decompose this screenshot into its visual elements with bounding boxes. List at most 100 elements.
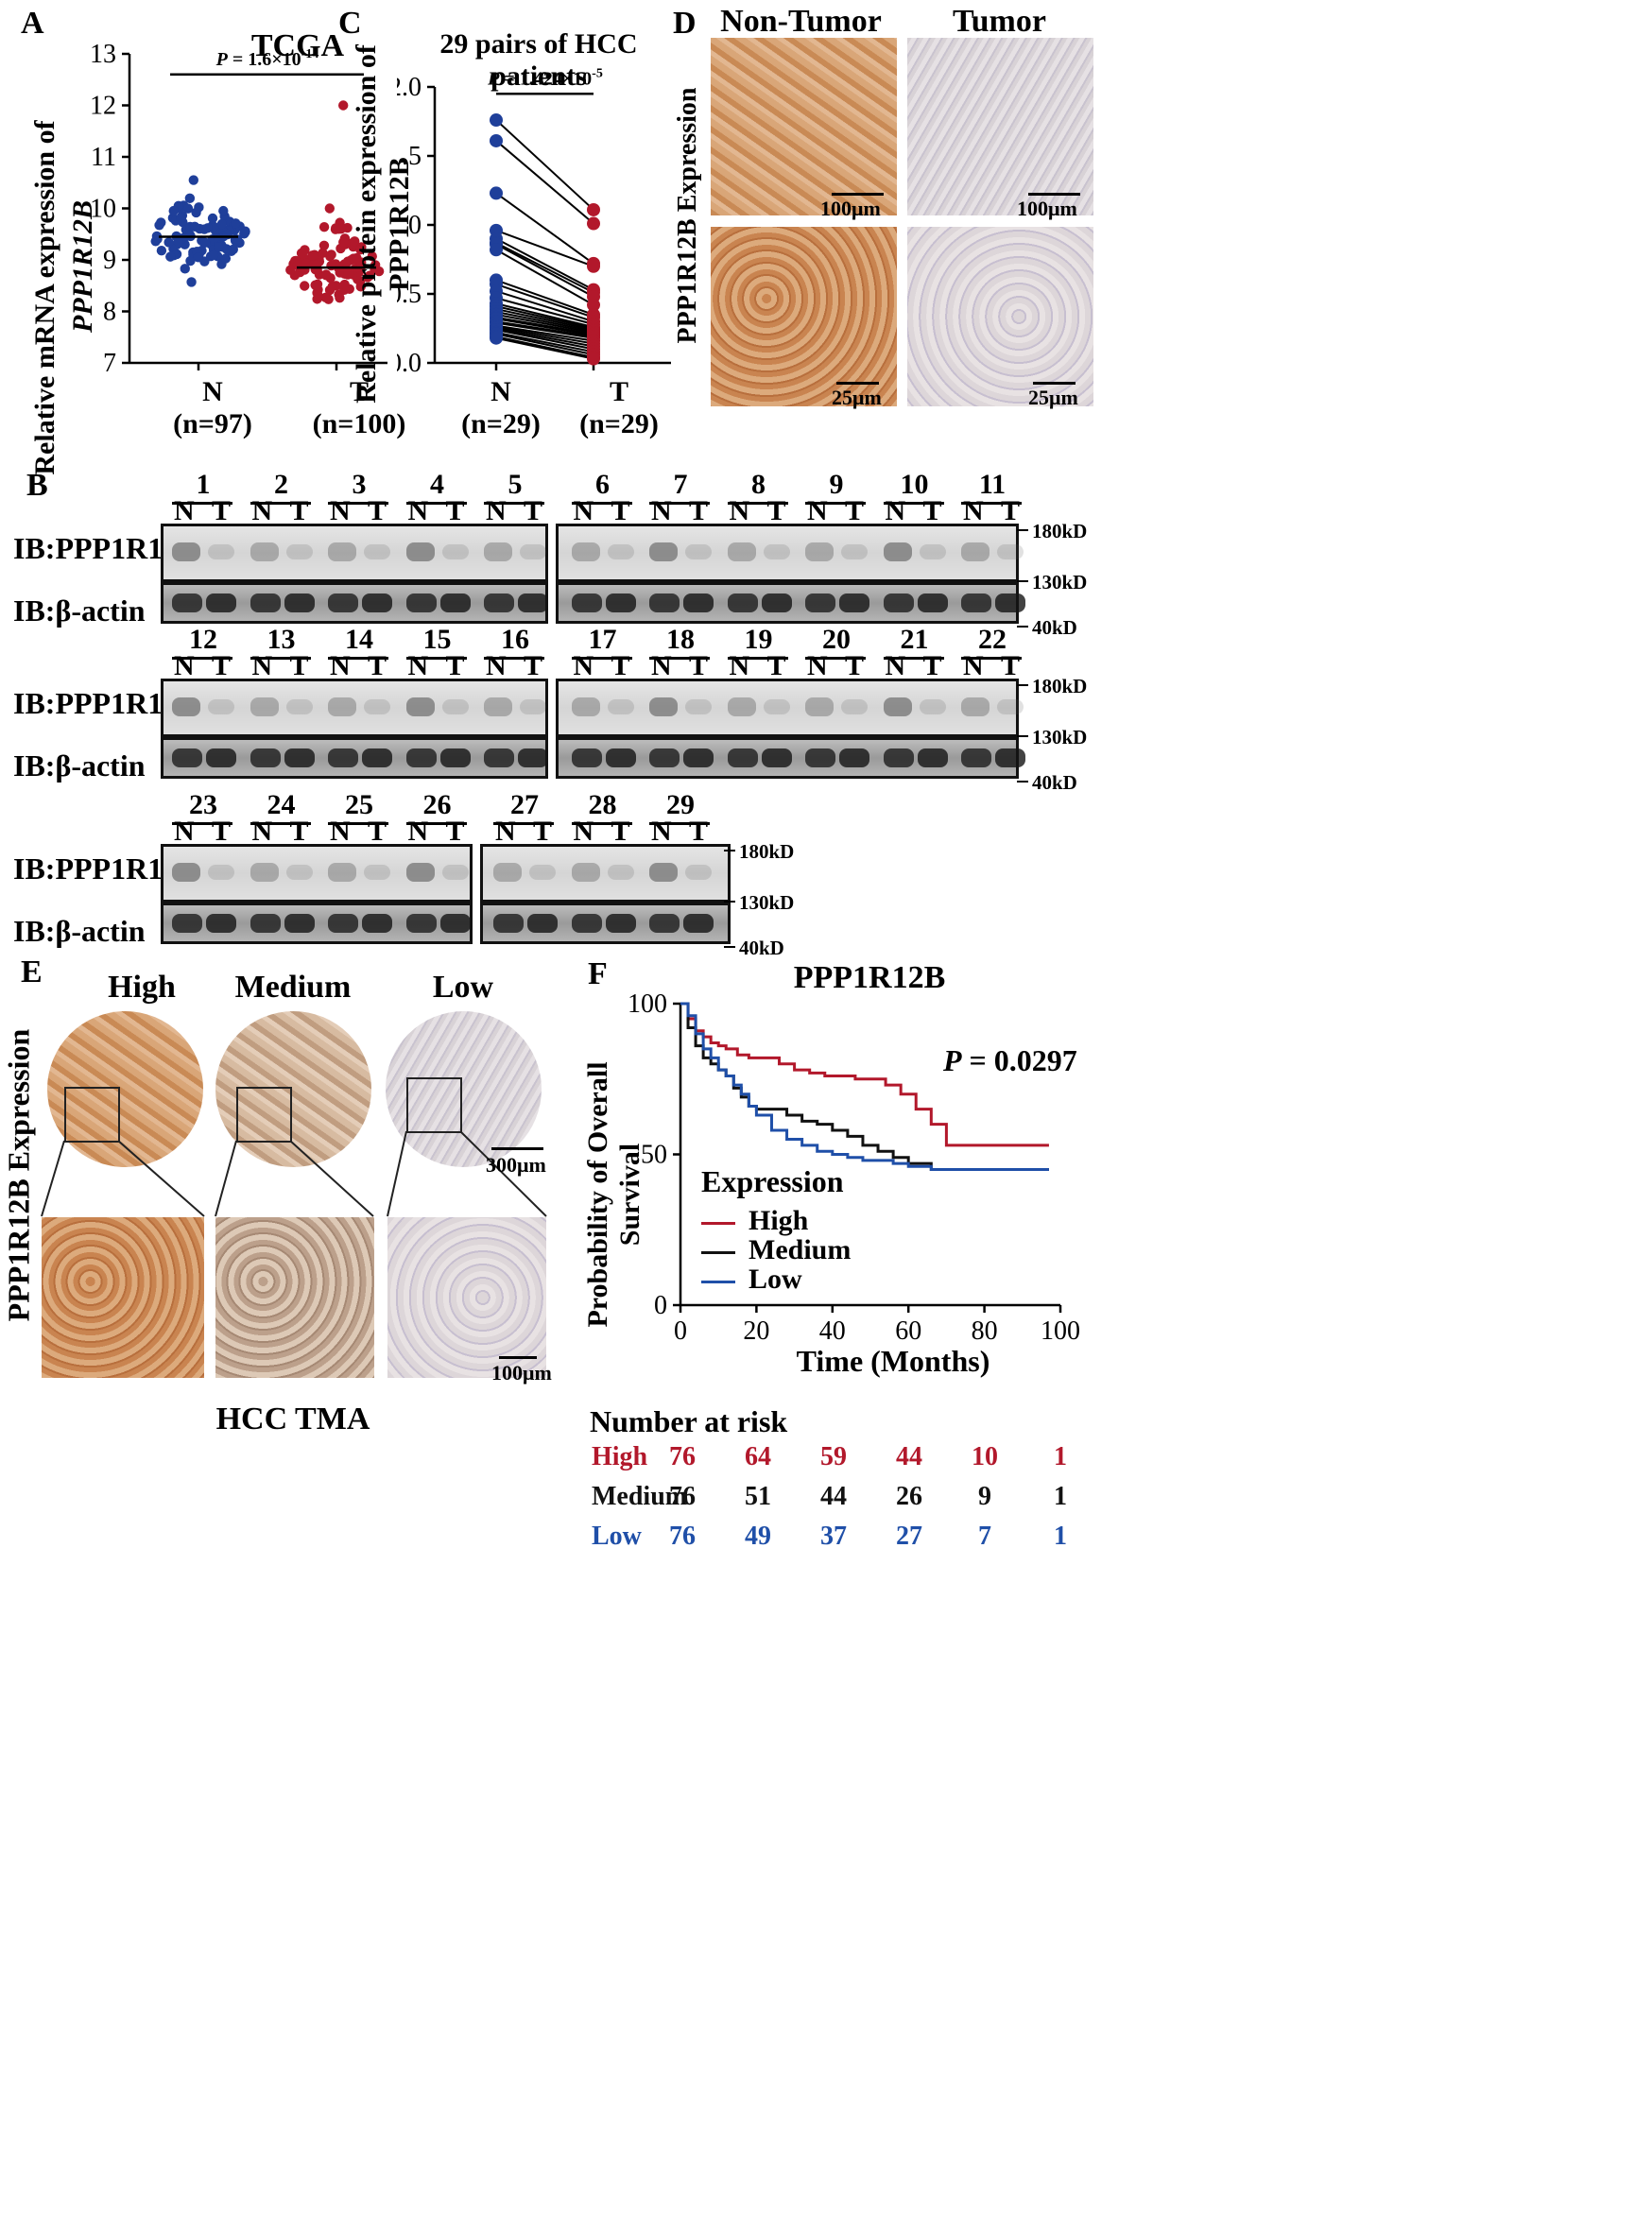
zoom-box (64, 1087, 120, 1143)
lane-n-label: N (330, 816, 351, 847)
band-actin-n (571, 748, 602, 767)
scale-bar (836, 382, 879, 385)
pair-line (495, 331, 594, 353)
band-actin-n (250, 914, 281, 933)
data-point (307, 250, 318, 261)
lane-n-label: N (174, 495, 195, 526)
tma-zoom-medium (215, 1217, 374, 1378)
survival-curve-low (680, 1002, 1049, 1171)
scale-label: 100μm (820, 197, 881, 220)
lane-n-label: N (486, 650, 507, 681)
tick-label: 100 (628, 989, 667, 1019)
lane-t-label: T (289, 816, 309, 847)
lane-n-label: N (174, 650, 195, 681)
kd-tick (724, 850, 735, 851)
lane-t-label: T (524, 650, 543, 681)
lane-n-label: N (651, 816, 672, 847)
band-actin-n (484, 593, 514, 612)
lane-n-label: N (963, 495, 984, 526)
panel-c-group-t: T (n=29) (579, 376, 659, 439)
risk-count: 76 (669, 1442, 696, 1471)
kd-marker: 40kD (739, 937, 784, 959)
pair-line (495, 313, 594, 334)
lane-n-label: N (407, 816, 429, 847)
kd-tick (724, 946, 735, 948)
risk-count: 9 (978, 1482, 991, 1511)
band-actin-t (206, 914, 236, 933)
risk-count: 26 (896, 1482, 922, 1511)
band-actin-n (649, 914, 680, 933)
band-target-t (364, 865, 390, 880)
panel-f-pvalue: P = 0.0297 (943, 1043, 1077, 1077)
lane-n-label: N (407, 495, 429, 526)
band-target-t (208, 865, 234, 880)
lane-n-label: N (963, 650, 984, 681)
kd-tick (1017, 626, 1028, 628)
band-actin-n (250, 748, 281, 767)
scale-label: 25μm (1028, 386, 1078, 409)
band-target-n (405, 697, 435, 716)
lane-t-label: T (445, 650, 465, 681)
panel-a-title: TCGA (250, 28, 345, 63)
risk-count: 27 (896, 1522, 922, 1551)
kd-tick (724, 901, 735, 903)
p-value: P = 1.6×10-14 (215, 47, 319, 70)
data-point (327, 282, 337, 292)
panel-e-caption: HCC TMA (215, 1402, 370, 1436)
band-target-n (250, 863, 279, 882)
pair-line (495, 326, 594, 345)
legend-label: High (749, 1205, 809, 1236)
lane-n-label: N (885, 495, 906, 526)
kd-marker: 180kD (1032, 520, 1088, 542)
lane-number: 14 (345, 624, 373, 655)
lane-n-label: N (251, 650, 273, 681)
risk-count: 1 (1054, 1522, 1067, 1551)
kd-marker: 40kD (1032, 771, 1077, 794)
survival-curve-high (680, 1002, 1049, 1147)
lane-n-label: N (885, 650, 906, 681)
band-actin-n (883, 593, 914, 612)
lane-t-label: T (289, 650, 309, 681)
lane-number: 22 (978, 624, 1007, 655)
tick-label: 80 (972, 1316, 998, 1346)
lane-n-label: N (729, 650, 750, 681)
risk-count: 7 (978, 1522, 991, 1551)
band-target-n (883, 542, 912, 561)
data-point (228, 244, 238, 255)
blot-target-right (556, 524, 1019, 582)
band-actin-n (328, 914, 358, 933)
lane-n-label: N (651, 650, 672, 681)
tick-label: 9 (103, 246, 116, 275)
panel-f-xlabel: Time (Months) (796, 1344, 990, 1378)
band-target-t (763, 544, 790, 559)
tick-label: 60 (895, 1316, 921, 1346)
panel-e-col-high: High (108, 970, 176, 1005)
band-target-n (727, 697, 756, 716)
pair-line (495, 335, 594, 359)
lane-t-label: T (524, 495, 543, 526)
lane-t-label: T (212, 495, 232, 526)
kd-marker: 180kD (1032, 675, 1088, 697)
lane-t-label: T (689, 650, 709, 681)
panel-letter-a: A (21, 6, 44, 41)
data-point (335, 293, 345, 303)
lane-number: 8 (751, 469, 766, 500)
band-target-t (285, 544, 313, 559)
lane-number: 4 (430, 469, 444, 500)
data-point (173, 236, 184, 248)
band-actin-t (605, 748, 636, 767)
band-actin-n (493, 914, 524, 933)
data-point (208, 249, 219, 261)
lane-t-label: T (445, 816, 465, 847)
pair-line (495, 318, 594, 336)
legend-label: Medium (749, 1234, 852, 1265)
band-actin-n (172, 748, 202, 767)
lane-number: 3 (352, 469, 367, 500)
pair-line (495, 327, 594, 348)
lane-number: 20 (822, 624, 851, 655)
scale-bar (1028, 193, 1080, 196)
lane-n-label: N (495, 816, 516, 847)
kd-tick (1017, 781, 1028, 783)
panel-a-ylabel: Relative mRNA expression of (29, 99, 61, 496)
lane-underline (250, 657, 311, 660)
